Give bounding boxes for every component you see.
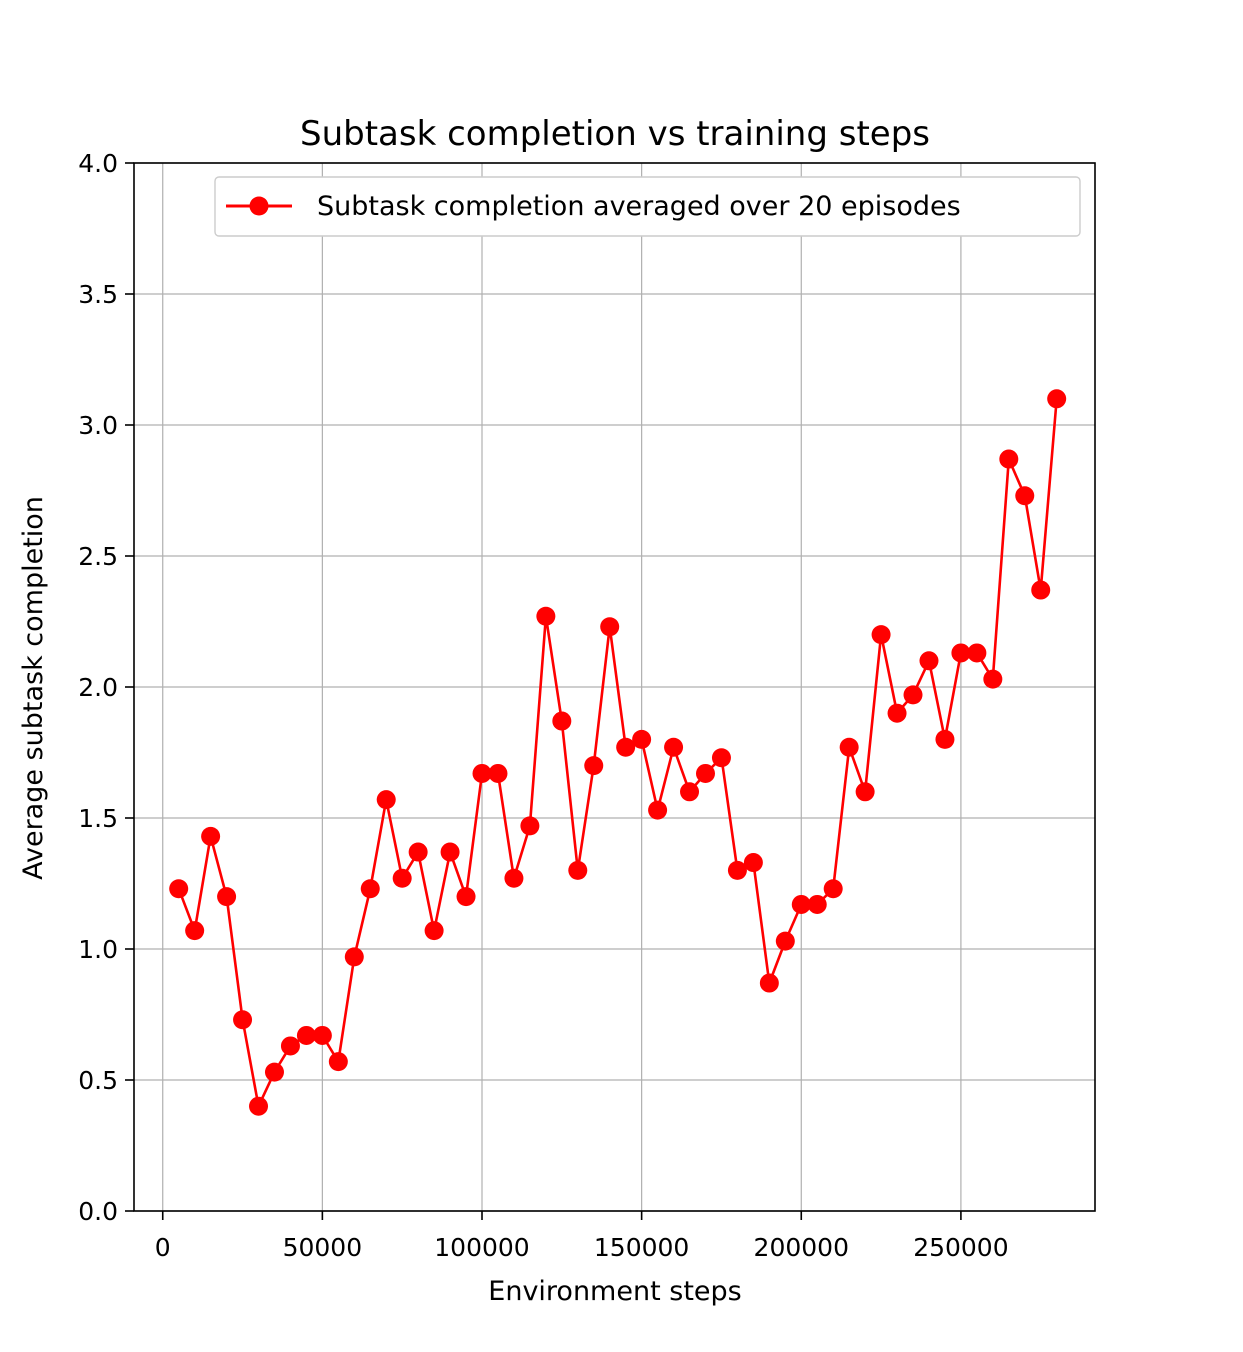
data-point — [1015, 486, 1035, 506]
y-tick-label: 3.5 — [78, 280, 118, 309]
x-tick-label: 0 — [155, 1233, 171, 1262]
data-point — [424, 921, 444, 941]
data-point — [249, 1096, 269, 1116]
data-point — [711, 748, 731, 768]
y-tick-label: 4.0 — [78, 149, 118, 178]
data-point — [951, 643, 971, 663]
series-line — [177, 398, 1058, 1108]
data-point — [600, 617, 620, 637]
x-tick-label: 200000 — [754, 1233, 849, 1262]
data-point — [695, 763, 715, 783]
data-point — [185, 921, 205, 941]
data-point — [871, 625, 891, 645]
data-point — [504, 868, 524, 888]
legend-marker-swatch — [249, 196, 269, 216]
data-point — [552, 711, 572, 731]
data-point — [775, 931, 795, 951]
data-point — [648, 800, 668, 820]
data-point — [999, 449, 1019, 469]
data-point — [1047, 389, 1067, 409]
data-point — [680, 782, 700, 802]
data-point — [568, 860, 588, 880]
legend-entry-label: Subtask completion averaged over 20 epis… — [317, 191, 961, 222]
data-point — [328, 1052, 348, 1072]
series-group — [169, 389, 1067, 1116]
data-point — [1031, 580, 1051, 600]
y-tick-label: 1.0 — [78, 935, 118, 964]
y-tick-label: 2.0 — [78, 673, 118, 702]
data-point — [759, 973, 779, 993]
data-point — [392, 868, 412, 888]
y-axis: 0.0 0.5 1.0 1.5 2.0 2.5 3.0 3.5 4.0 — [78, 149, 134, 1226]
y-tick-label: 0.5 — [78, 1066, 118, 1095]
chart-title: Subtask completion vs training steps — [300, 114, 930, 154]
x-axis: 0 50000 100000 150000 200000 250000 — [155, 1211, 1009, 1262]
data-point — [823, 879, 843, 899]
data-point — [296, 1025, 316, 1045]
legend: Subtask completion averaged over 20 epis… — [214, 176, 1081, 237]
data-point — [360, 879, 380, 899]
y-tick-label: 3.0 — [78, 411, 118, 440]
y-tick-label: 0.0 — [78, 1197, 118, 1226]
data-point — [983, 669, 1003, 689]
grid-lines — [134, 162, 1095, 1212]
data-point — [456, 887, 476, 907]
y-tick-label: 2.5 — [78, 542, 118, 571]
data-point — [472, 763, 492, 783]
x-axis-label: Environment steps — [488, 1276, 741, 1307]
data-point — [855, 782, 875, 802]
data-point — [664, 737, 684, 757]
y-axis-label: Average subtask completion — [18, 496, 49, 880]
data-point — [935, 729, 955, 749]
data-point — [488, 763, 508, 783]
data-point — [807, 894, 827, 914]
x-tick-label: 250000 — [913, 1233, 1008, 1262]
data-point — [743, 853, 763, 873]
data-point — [791, 894, 811, 914]
data-point — [616, 737, 636, 757]
data-point — [233, 1010, 253, 1030]
legend-box — [214, 176, 1081, 237]
x-tick-label: 100000 — [434, 1233, 529, 1262]
x-tick-label: 50000 — [283, 1233, 363, 1262]
data-point — [169, 879, 189, 899]
data-point — [903, 685, 923, 705]
data-point — [584, 756, 604, 776]
data-point — [344, 947, 364, 967]
data-point — [280, 1036, 300, 1056]
data-point — [217, 887, 237, 907]
data-point — [919, 651, 939, 671]
data-point — [264, 1062, 284, 1082]
data-point — [839, 737, 859, 757]
data-point — [201, 826, 221, 846]
data-point — [440, 842, 460, 862]
data-point — [520, 816, 540, 836]
data-point — [727, 860, 747, 880]
y-tick-label: 1.5 — [78, 804, 118, 833]
data-point — [408, 842, 428, 862]
data-point — [632, 729, 652, 749]
data-point — [536, 606, 556, 626]
data-point — [967, 643, 987, 663]
x-tick-label: 150000 — [594, 1233, 689, 1262]
data-point — [312, 1025, 332, 1045]
data-point — [376, 790, 396, 810]
data-point — [887, 703, 907, 723]
